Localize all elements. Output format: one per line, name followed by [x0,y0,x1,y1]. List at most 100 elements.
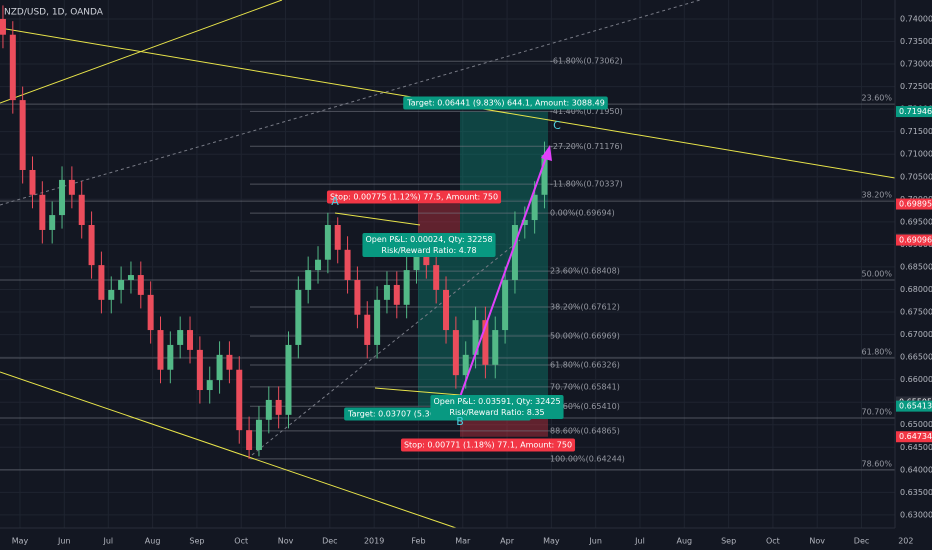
position-label-box [430,395,564,419]
candle-body [59,179,66,216]
candle-body [413,249,420,271]
x-tick-label: Jul [102,537,113,546]
candle-body [137,275,144,295]
y-tick-label: 0.63000 [900,510,932,519]
fib-label: 78.60% [861,459,892,468]
x-tick-label: Apr [500,537,515,546]
x-tick-label: Aug [145,537,161,546]
candle-body [39,194,46,230]
candle-body [374,299,381,345]
axes: 0.630000.635000.640000.645000.650000.655… [12,14,932,546]
candle-body [334,224,341,250]
x-tick-label: 2019 [364,537,384,546]
x-tick-label: Dec [322,537,337,546]
trend-line [0,371,463,531]
x-tick-label: Oct [234,537,248,546]
fib-label: -41.40%(0.71950) [550,107,623,116]
candle-body [127,275,134,281]
arrow-head [541,145,552,161]
fib-label: 50.00% [861,270,892,279]
arrow [459,145,552,398]
x-tick-label: Dec [854,537,869,546]
fib-label: 88.60%(0.64865) [550,426,620,435]
x-tick-label: Mar [455,537,471,546]
candle-body [502,280,509,331]
candle-body [492,330,499,365]
candle-body [305,270,312,290]
x-tick-label: May [543,537,560,546]
y-tick-label: 0.73000 [900,60,932,69]
y-tick-label: 0.66000 [900,375,932,384]
fib-label: 50.00%(0.66969) [550,331,620,340]
position-label-box [400,438,576,452]
candle-body [275,399,282,415]
candle-body [511,224,518,281]
price-tag [896,198,932,210]
fib-label: -61.80%(0.73062) [550,57,623,66]
candle-body [383,284,390,300]
y-tick-label: 0.68000 [900,285,932,294]
y-tick-label: 0.65000 [900,420,932,429]
price-tag [896,106,932,118]
x-tick-label: Jul [634,537,645,546]
candle-body [108,289,115,300]
candle-body [482,320,489,365]
candle-body [433,265,440,290]
x-tick-label: Sep [189,537,204,546]
candle-body [541,155,548,195]
fib-label: 100.00%(0.64244) [550,454,625,463]
candle-body [315,259,322,271]
chart-title: NZD/USD, 1D, OANDA [4,8,104,18]
candle-body [531,194,538,221]
price-tag-label: 0.69895 [899,200,932,209]
y-tick-label: 0.68500 [900,262,932,271]
price-tag-label: 0.65413 [899,402,932,411]
candle-body [462,354,469,376]
candle-body [295,289,302,345]
fib-label: -11.80%(0.70337) [550,180,623,189]
y-tick-label: 0.73500 [900,37,932,46]
point-label: A [331,195,339,208]
y-tick-label: 0.70500 [900,172,932,181]
candle-body [167,344,174,370]
y-tick-label: 0.64000 [900,465,932,474]
position-label: Risk/Reward Ratio: 4.78 [381,246,476,255]
candle-body [157,330,164,370]
position-label-box [362,233,496,257]
x-tick-label: May [12,537,29,546]
candle-body [344,249,351,281]
y-tick-label: 0.71500 [900,127,932,136]
time-axis [0,528,932,550]
candle-body [196,349,203,391]
position-label-box [403,96,608,110]
candle-body [147,294,154,331]
candle-body [443,289,450,331]
point-label: C [553,119,561,132]
position-label: Risk/Reward Ratio: 8.35 [449,408,544,417]
candle-body [285,344,292,415]
candle-body [255,419,262,450]
candle-body [324,224,331,260]
price-tag-label: 0.71946 [899,107,932,116]
candle-body [0,18,6,35]
arrow-line [459,151,549,398]
candles [0,5,548,460]
fib-label: 78.60%(0.65410) [550,402,620,411]
fib-label: 23.60% [861,94,892,103]
labels: Target: 0.06441 (9.83%) 644.1, Amount: 3… [326,96,608,452]
candle-body [423,249,430,266]
candle-body [364,314,371,345]
candle-body [187,330,194,350]
y-tick-label: 0.67000 [900,330,932,339]
candle-body [226,354,233,370]
x-tick-label: Oct [766,537,780,546]
x-tick-label: Feb [411,537,425,546]
fib-label: 0.00%(0.69694) [550,209,615,218]
position-label: Stop: 0.00771 (1.18%) 77.1, Amount: 750 [404,441,572,450]
y-tick-label: 0.69500 [900,217,932,226]
candle-body [68,179,75,195]
candle-body [246,430,253,450]
y-tick-label: 0.64500 [900,443,932,452]
candle-body [88,224,95,266]
